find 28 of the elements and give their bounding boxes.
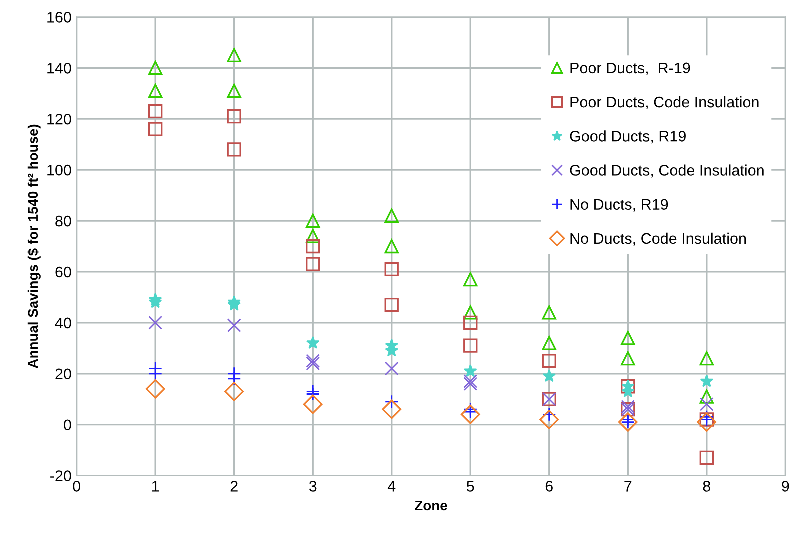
y-tick-label: 120: [48, 114, 72, 125]
legend-label: No Ducts, R19: [570, 199, 668, 212]
y-tick-label: 100: [48, 164, 72, 176]
legend-label: Poor Ducts, R-19: [570, 62, 690, 76]
x-tick-label: 3: [309, 481, 317, 492]
y-tick-label: 20: [56, 368, 72, 380]
legend-label: Good Ducts, Code Insulation: [570, 164, 764, 178]
legend-label: No Ducts, Code Insulation: [570, 232, 746, 246]
legend-label: Good Ducts, R19: [570, 130, 686, 144]
x-tick-label: 8: [703, 481, 710, 492]
y-tick-label: 160: [48, 12, 72, 23]
x-tick-label: 9: [782, 481, 790, 492]
x-tick-label: 6: [546, 481, 553, 492]
legend-label: Poor Ducts, Code Insulation: [570, 96, 759, 110]
x-tick-label: 5: [466, 481, 474, 492]
y-tick-label: 60: [56, 266, 72, 278]
x-tick-label: 2: [230, 481, 238, 492]
y-tick-label: 140: [48, 63, 72, 74]
x-axis-title: Zone: [415, 500, 448, 511]
y-axis-title: Annual Savings ($ for 1540 ft² house): [28, 124, 41, 368]
y-tick-label: 40: [55, 318, 72, 329]
x-tick-label: 0: [73, 481, 80, 492]
x-tick-label: 1: [152, 481, 160, 492]
y-tick-label: -20: [50, 470, 72, 482]
x-tick-label: 4: [388, 481, 396, 492]
y-tick-label: 80: [56, 216, 72, 227]
x-tick-label: 7: [624, 481, 632, 492]
y-tick-label: 0: [64, 420, 72, 431]
